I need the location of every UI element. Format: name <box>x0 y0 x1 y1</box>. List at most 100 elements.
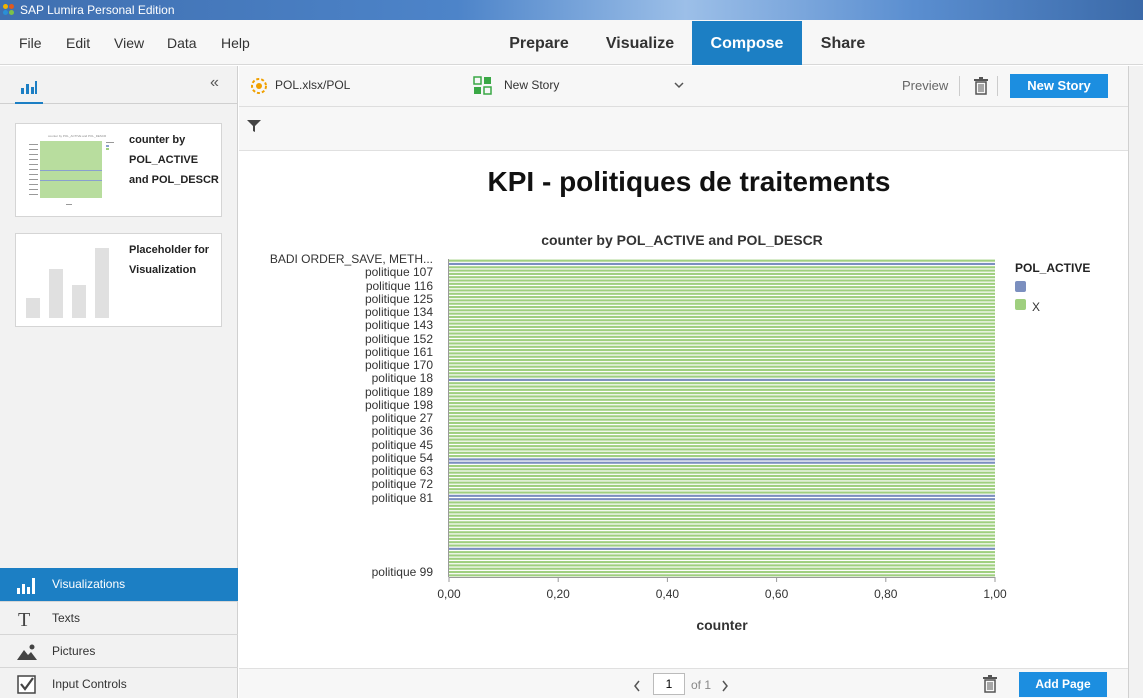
trash-icon[interactable] <box>973 77 989 95</box>
tab-compose[interactable]: Compose <box>692 21 802 65</box>
chevron-down-icon[interactable] <box>674 82 684 90</box>
bar[interactable] <box>449 259 995 262</box>
bar[interactable] <box>449 319 995 322</box>
bar[interactable] <box>449 368 995 372</box>
chevron-left-icon[interactable] <box>633 680 641 692</box>
bar[interactable] <box>449 266 995 269</box>
bar[interactable] <box>449 527 995 531</box>
bar[interactable] <box>449 511 995 514</box>
add-page-button[interactable]: Add Page <box>1019 672 1107 697</box>
bar[interactable] <box>449 547 995 550</box>
bar[interactable] <box>449 471 995 474</box>
bar[interactable] <box>449 415 995 418</box>
legend-swatch-x[interactable] <box>1015 299 1026 310</box>
bar[interactable] <box>449 458 995 461</box>
bar[interactable] <box>449 501 995 504</box>
bar[interactable] <box>449 544 995 547</box>
bar[interactable] <box>449 551 995 554</box>
bar[interactable] <box>449 398 995 401</box>
tab-visualizations[interactable]: Visualizations <box>0 568 238 601</box>
bar[interactable] <box>449 289 995 292</box>
story-select[interactable]: New Story <box>504 78 560 92</box>
bar[interactable] <box>449 524 995 527</box>
bar[interactable] <box>449 574 995 577</box>
bar[interactable] <box>449 498 995 501</box>
bar[interactable] <box>449 488 995 491</box>
bar[interactable] <box>449 484 995 487</box>
right-panel-strip[interactable] <box>1128 66 1143 698</box>
bar[interactable] <box>449 325 995 328</box>
bar[interactable] <box>449 329 995 332</box>
story-thumbnail-chart[interactable]: counter by POL_ACTIVE and POL_DESCR coun… <box>15 123 222 217</box>
bar[interactable] <box>449 570 995 574</box>
bar[interactable] <box>449 358 995 362</box>
bar[interactable] <box>449 474 995 478</box>
bar[interactable] <box>449 435 995 438</box>
bar[interactable] <box>449 262 995 266</box>
bar[interactable] <box>449 438 995 441</box>
tab-input-controls[interactable]: Input Controls <box>0 667 238 698</box>
bar[interactable] <box>449 309 995 312</box>
tab-texts[interactable]: T Texts <box>0 601 238 634</box>
bar[interactable] <box>449 269 995 272</box>
story-title[interactable]: KPI - politiques de traitements <box>487 166 891 197</box>
bar[interactable] <box>449 315 995 319</box>
collapse-panel-icon[interactable]: « <box>210 74 219 91</box>
bar[interactable] <box>449 392 995 395</box>
menu-file[interactable]: File <box>19 35 42 51</box>
trash-icon[interactable] <box>982 675 998 693</box>
bar[interactable] <box>449 305 995 309</box>
bar[interactable] <box>449 286 995 289</box>
bar[interactable] <box>449 411 995 415</box>
bar[interactable] <box>449 378 995 381</box>
bar[interactable] <box>449 276 995 279</box>
bar[interactable] <box>449 561 995 564</box>
bar[interactable] <box>449 385 995 388</box>
bar[interactable] <box>449 481 995 484</box>
bar[interactable] <box>449 312 995 315</box>
bar[interactable] <box>449 279 995 282</box>
bar[interactable] <box>449 355 995 358</box>
bar[interactable] <box>449 296 995 299</box>
bar[interactable] <box>449 418 995 421</box>
bar[interactable] <box>449 478 995 481</box>
menu-view[interactable]: View <box>114 35 145 51</box>
filter-icon[interactable] <box>247 119 261 133</box>
bar[interactable] <box>449 491 995 494</box>
bar[interactable] <box>449 531 995 534</box>
bar[interactable] <box>449 445 995 448</box>
bar[interactable] <box>449 335 995 338</box>
bar[interactable] <box>449 554 995 557</box>
preview-button[interactable]: Preview <box>902 78 949 93</box>
bar[interactable] <box>449 408 995 411</box>
bar[interactable] <box>449 567 995 570</box>
bar[interactable] <box>449 461 995 464</box>
menu-help[interactable]: Help <box>221 35 250 51</box>
bar[interactable] <box>449 282 995 285</box>
chevron-right-icon[interactable] <box>721 680 729 692</box>
bar[interactable] <box>449 382 995 385</box>
bar[interactable] <box>449 345 995 348</box>
bar[interactable] <box>449 468 995 471</box>
tab-share[interactable]: Share <box>820 35 866 52</box>
bar[interactable] <box>449 541 995 544</box>
menu-edit[interactable]: Edit <box>66 35 91 51</box>
bar[interactable] <box>449 508 995 511</box>
story-thumbnail-placeholder[interactable]: Placeholder for Visualization <box>15 233 222 327</box>
bar[interactable] <box>449 448 995 451</box>
bar[interactable] <box>449 365 995 368</box>
dataset-name[interactable]: POL.xlsx/POL <box>275 78 351 92</box>
tab-visualize[interactable]: Visualize <box>605 35 675 52</box>
bar[interactable] <box>449 455 995 458</box>
tab-prepare[interactable]: Prepare <box>509 35 569 52</box>
bar[interactable] <box>449 494 995 497</box>
bar[interactable] <box>449 428 995 431</box>
bar[interactable] <box>449 521 995 524</box>
bar[interactable] <box>449 441 995 444</box>
bar[interactable] <box>449 339 995 342</box>
bar[interactable] <box>449 342 995 345</box>
bar-chart-icon[interactable] <box>20 79 38 95</box>
bar[interactable] <box>449 292 995 295</box>
page-number-input[interactable] <box>653 673 685 695</box>
tab-pictures[interactable]: Pictures <box>0 634 238 667</box>
